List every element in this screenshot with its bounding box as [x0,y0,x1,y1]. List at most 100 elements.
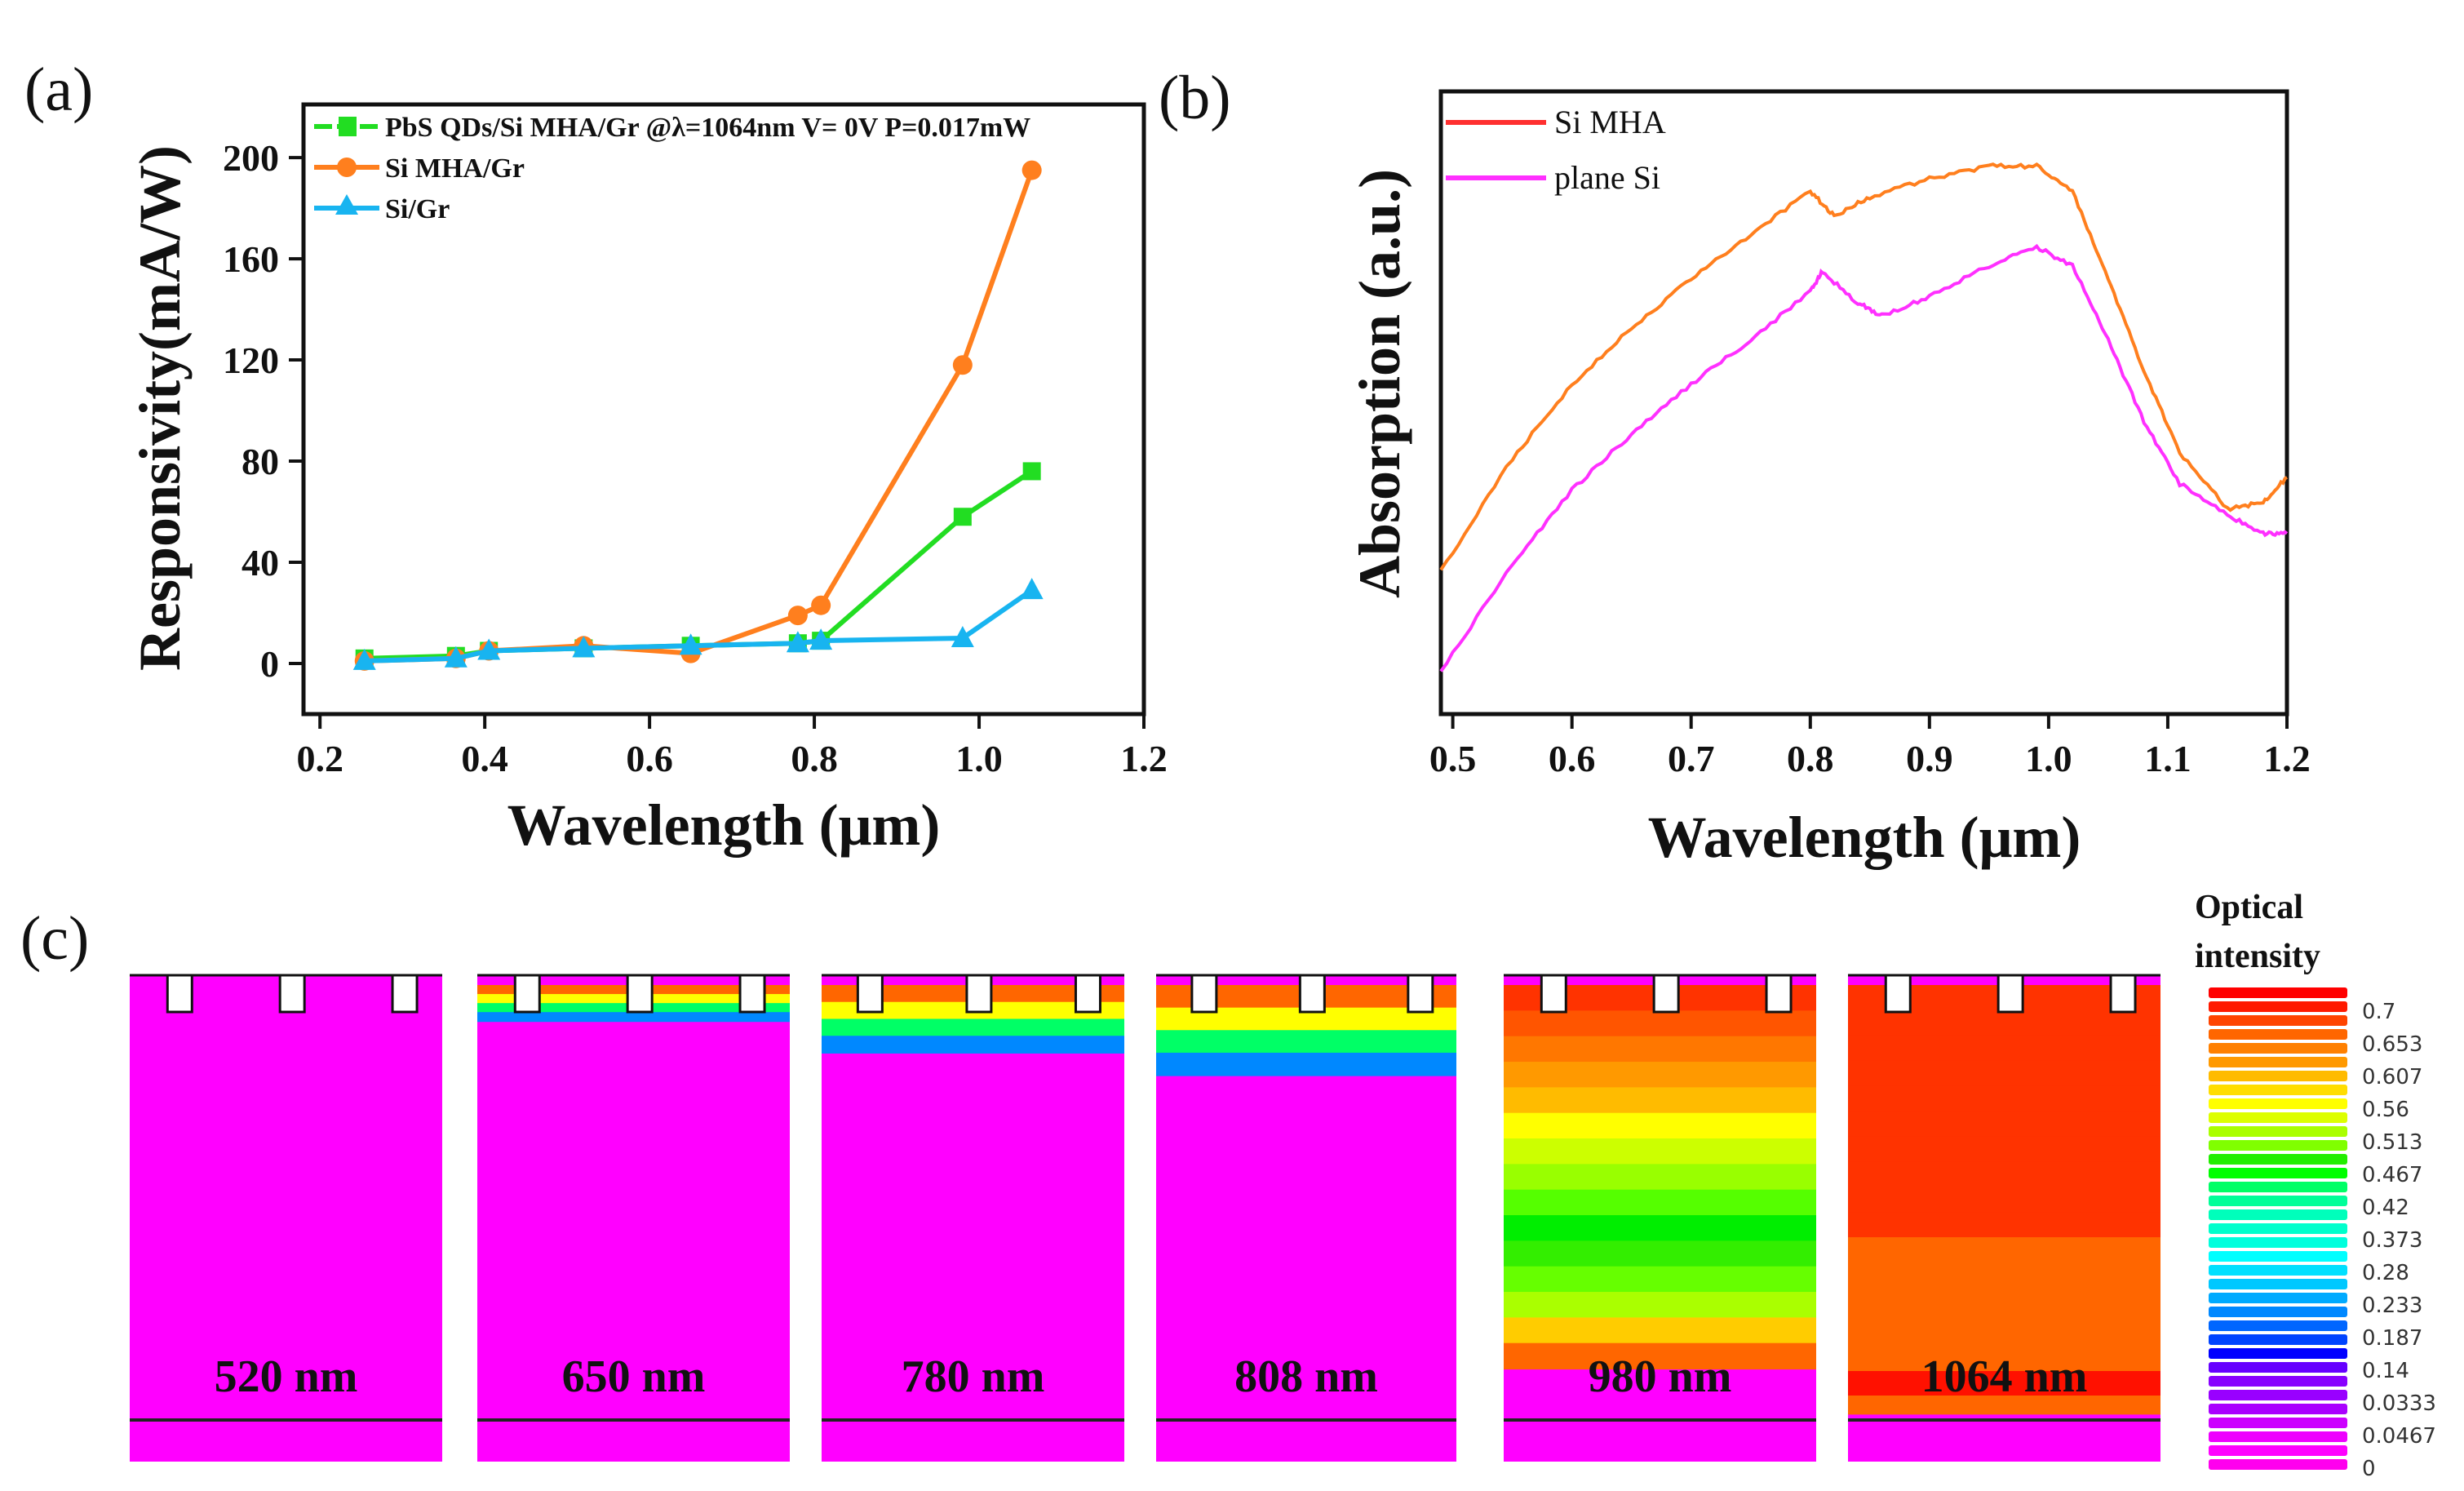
legend-entry-2: Si MHA/Gr [385,153,525,184]
legend-triangle-marker [335,194,358,215]
intensity-band [1848,1036,2160,1062]
legend-entry-3: Si/Gr [385,194,450,224]
intensity-band [1504,1190,1816,1216]
colorbar-band [2209,1293,2347,1303]
colorbar-tick-label: 0.373 [2362,1228,2422,1253]
colorbar-band [2209,1196,2347,1206]
absorption-curve [1441,164,2287,570]
colorbar-band [2209,1043,2347,1054]
colorbar-tick-label: 0.187 [2362,1326,2422,1351]
simulation-tiles: 520 nm 650 nm 780 nm 808 nm 980 nm 1064 nm [130,969,2160,1462]
trench [1541,975,1566,1012]
legend-square-marker [339,117,357,136]
colorbar-band [2209,1279,2347,1289]
chart-a-ylabel: Responsivity(mA/W) [127,145,193,671]
x-tick-label: 1.0 [2025,738,2072,779]
y-tick-label: 80 [242,441,279,482]
trench [1192,975,1216,1012]
data-point-square [954,508,972,526]
colorbar-tick-label: 0.513 [2362,1130,2422,1155]
colorbar-tick-label: 0.467 [2362,1163,2422,1187]
colorbar-band [2209,1168,2347,1178]
chart-a-legend: PbS QDs/Si MHA/Gr @λ=1064nm V= 0V P=0.01… [314,113,1030,224]
colorbar-tick-label: 0.233 [2362,1294,2422,1318]
series-line [365,171,1032,661]
chart-a-xlabel: Wavelength (μm) [507,792,941,858]
x-tick-label: 0.5 [1429,738,1477,779]
colorbar-band [2209,1390,2347,1400]
intensity-band [1848,1010,2160,1036]
wavelength-label: 780 nm [902,1351,1045,1402]
intensity-band [1504,1138,1816,1165]
intensity-band [1848,1061,2160,1087]
colorbar-tick-label: 0.607 [2362,1065,2422,1089]
x-tick-label: 0.4 [461,738,508,779]
legend-circle-marker [337,158,357,177]
x-tick-label: 0.8 [1787,738,1834,779]
colorbar-band [2209,1404,2347,1414]
simulation-tile: 520 nm [130,969,442,1462]
intensity-band [1504,1317,1816,1343]
absorption-curve [1441,246,2287,672]
x-tick-label: 1.1 [2144,738,2191,779]
data-point-circle [811,596,831,615]
intensity-band [1504,1113,1816,1139]
trench [167,975,192,1012]
data-point-circle [788,606,808,625]
colorbar-band [2209,1209,2347,1220]
colorbar-band [2209,1431,2347,1442]
colorbar-band [2209,1362,2347,1373]
simulation-tile: 650 nm [477,969,790,1462]
wavelength-label: 650 nm [562,1351,706,1402]
trench [515,975,539,1012]
intensity-band [1156,1030,1456,1054]
colorbar-band [2209,1098,2347,1109]
data-point-circle [1022,161,1042,180]
trench [2111,975,2135,1012]
trench [967,975,991,1012]
simulation-tile: 980 nm [1504,969,1816,1462]
y-tick-label: 40 [242,542,279,584]
colorbar-band [2209,1237,2347,1248]
trench [858,975,882,1012]
colorbar-title-line1: Optical [2195,889,2303,926]
colorbar-band [2209,1140,2347,1151]
colorbar-tick-label: 0.28 [2362,1261,2409,1285]
simulation-tile: 780 nm [822,969,1124,1462]
data-point-square [1023,462,1041,480]
intensity-band [1848,1313,2160,1339]
colorbar-tick-label: 0.42 [2362,1196,2409,1220]
intensity-band [1504,1215,1816,1241]
trench [1654,975,1678,1012]
intensity-band [477,1012,790,1022]
colorbar-band [2209,1445,2347,1456]
panel-c-label: (c) [20,904,89,973]
x-tick-label: 0.2 [296,738,343,779]
intensity-band [1848,1262,2160,1289]
intensity-band [1504,1010,1816,1036]
colorbar-tick-label: 0.0333 [2362,1391,2436,1416]
legend-entry-plane-si: plane Si [1554,159,1660,196]
colorbar-band [2209,1320,2347,1331]
colorbar-band [2209,1348,2347,1359]
x-tick-label: 1.2 [1120,738,1168,779]
colorbar-tick-label: 0.0467 [2362,1424,2436,1449]
x-tick-label: 1.2 [2263,738,2311,779]
wavelength-label: 808 nm [1234,1351,1378,1402]
colorbar-band [2209,987,2347,998]
legend-entry-1: PbS QDs/Si MHA/Gr @λ=1064nm V= 0V P=0.01… [385,113,1030,143]
colorbar: Optical intensity 0.7 0.653 0.607 0.56 0.513… [2195,889,2436,1481]
intensity-band [1504,1087,1816,1113]
wavelength-label: 980 nm [1589,1351,1732,1402]
intensity-band [1504,1164,1816,1190]
colorbar-band [2209,1029,2347,1040]
x-tick-label: 0.8 [791,738,838,779]
colorbar-band [2209,1459,2347,1470]
colorbar-band [2209,1418,2347,1428]
colorbar-band [2209,1085,2347,1095]
chart-b-xlabel: Wavelength (μm) [1648,805,2081,870]
colorbar-band [2209,1112,2347,1123]
colorbar-band [2209,1154,2347,1165]
colorbar-title-line2: intensity [2195,938,2320,975]
